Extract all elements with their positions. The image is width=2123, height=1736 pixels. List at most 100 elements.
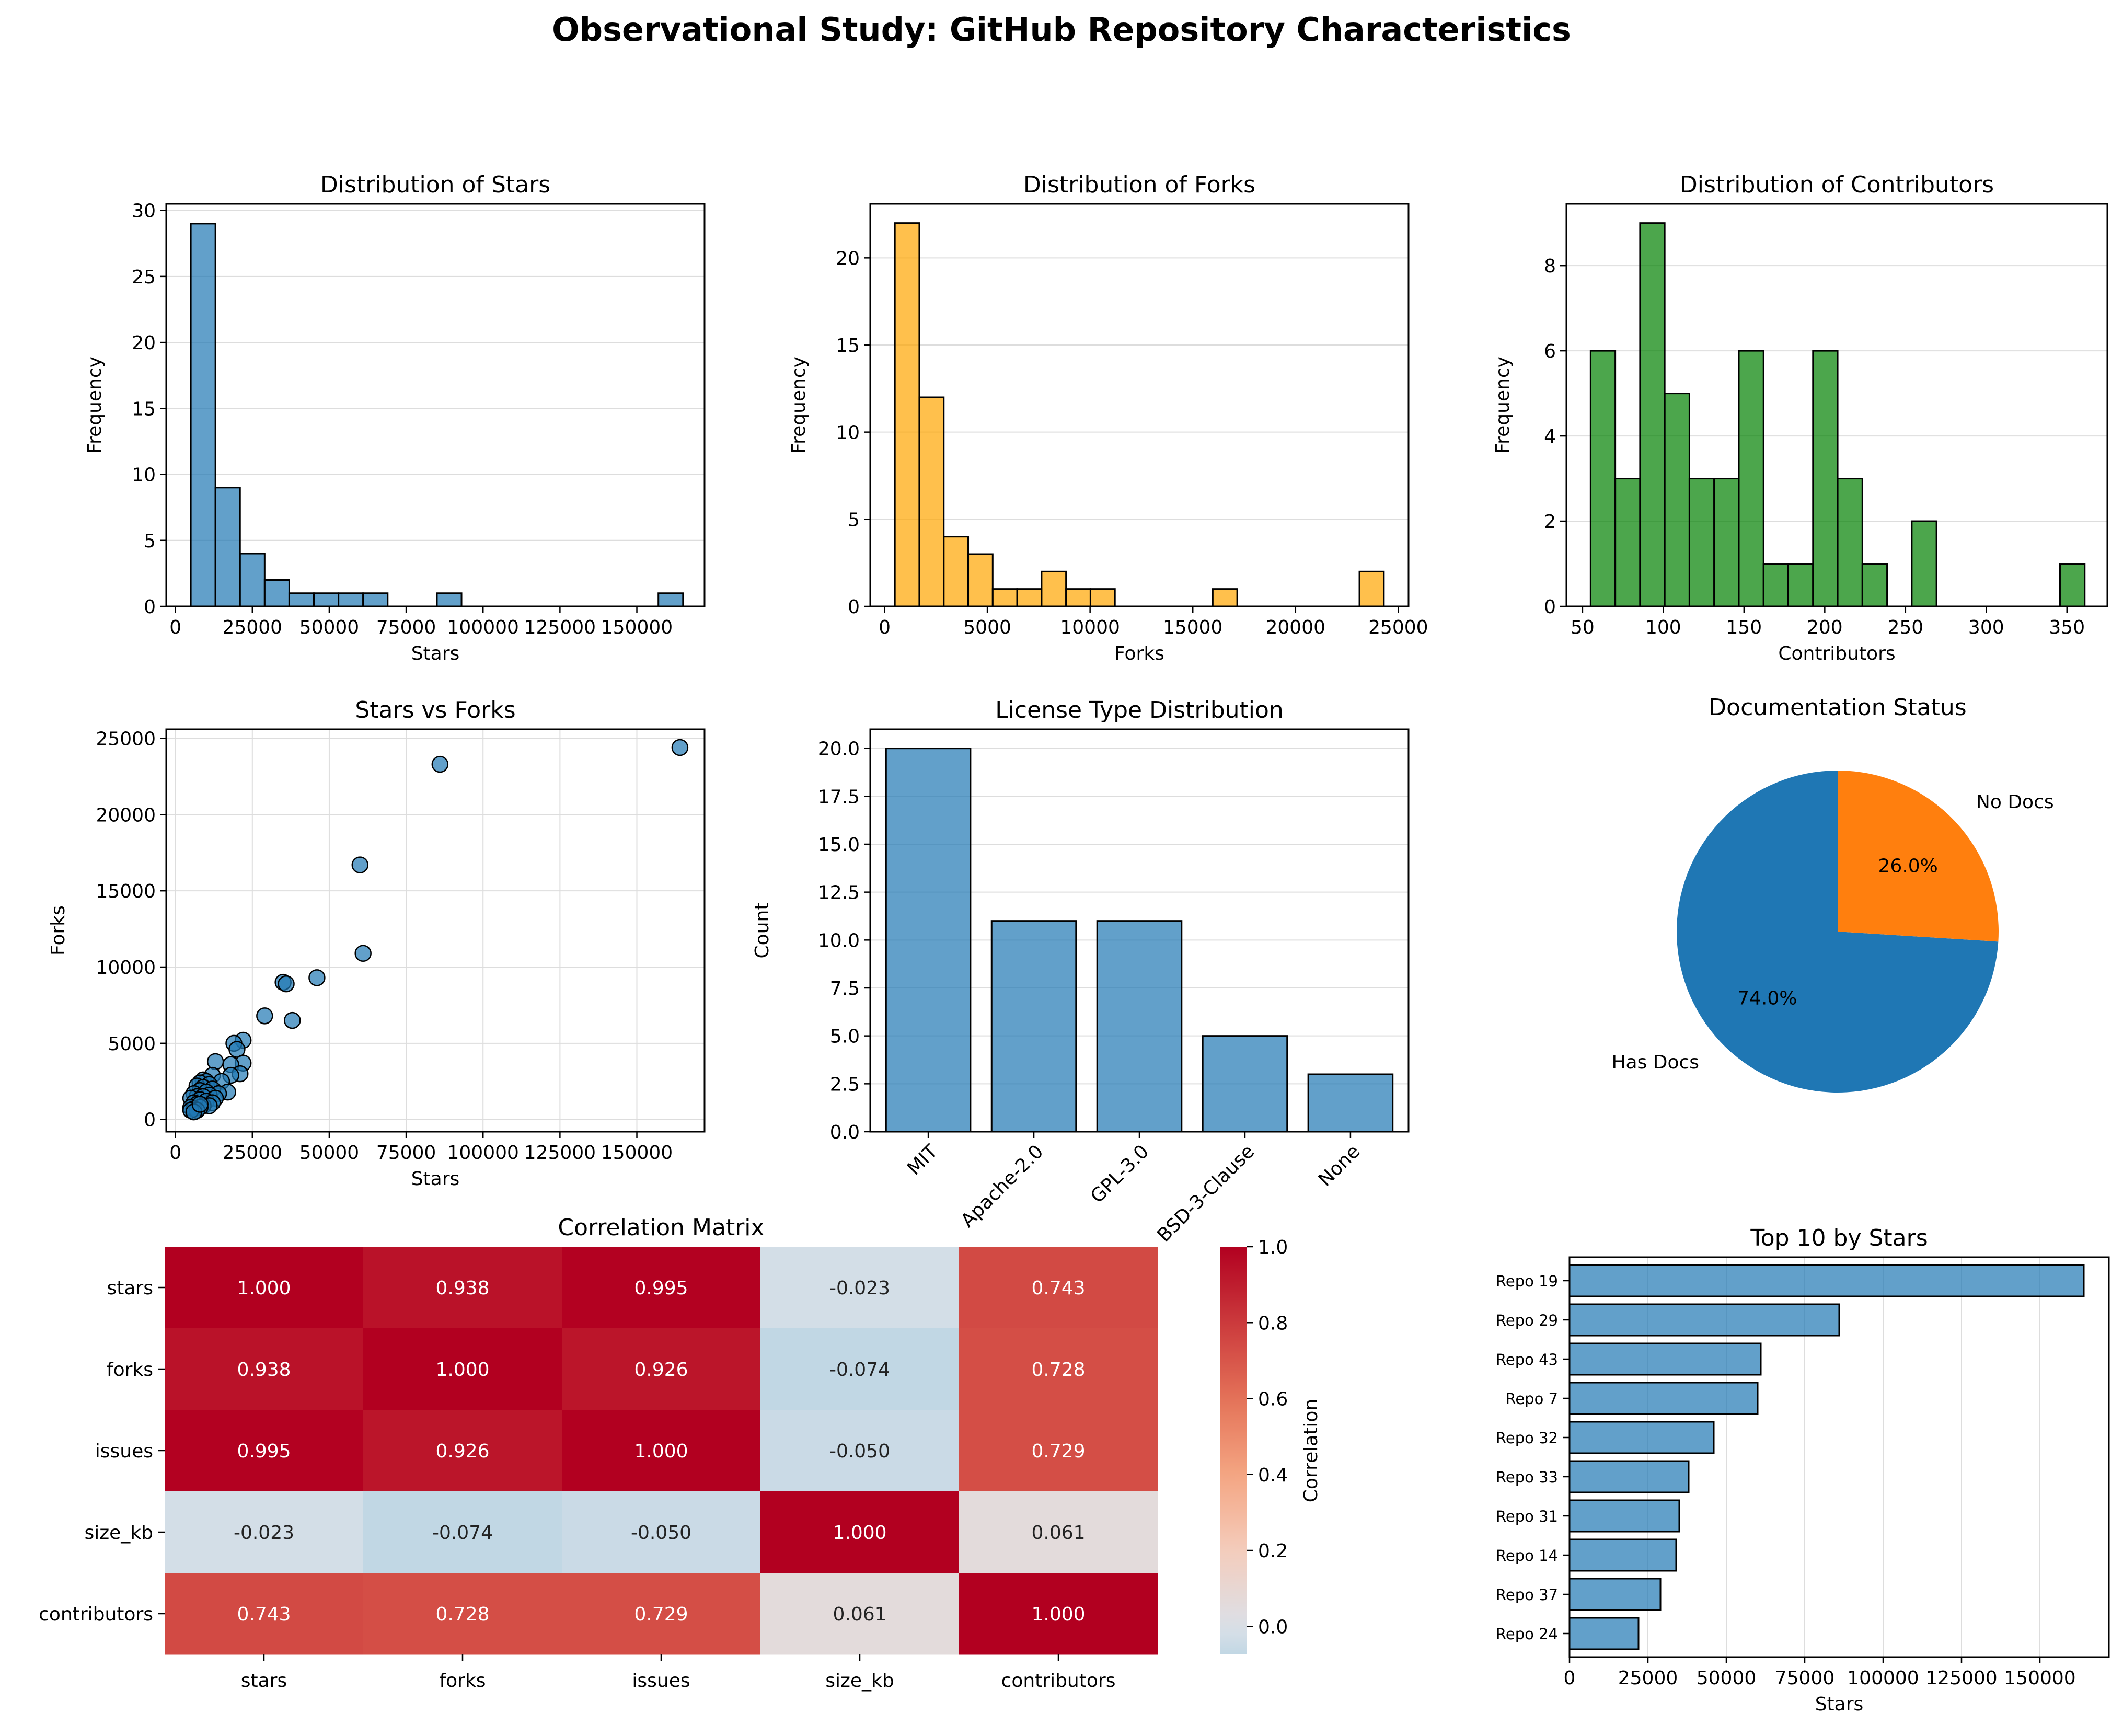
forks_hist-ytick-label: 10 [836, 422, 860, 444]
forks_hist-bar [991, 588, 1018, 607]
stars_vs_forks-ytick-label: 20000 [96, 804, 156, 826]
contributors_hist-ylabel: Frequency [1492, 357, 1514, 454]
stars_hist-bar [436, 592, 463, 607]
top10_barh-category-label: Repo 37 [1496, 1586, 1558, 1604]
stars_hist-bar [338, 592, 364, 607]
contributors_hist-bar [1639, 222, 1666, 607]
corr_heatmap-cell-label: 0.995 [634, 1278, 688, 1299]
corr_heatmap-cell [562, 1491, 761, 1573]
corr_heatmap-row-label: forks [107, 1359, 153, 1381]
top10_barh-category-label: Repo 32 [1496, 1429, 1558, 1447]
stars_vs_forks-point [431, 755, 449, 773]
forks_hist-bar [918, 396, 945, 607]
corr_heatmap-cell-label: 1.000 [833, 1522, 886, 1544]
corr_heatmap-cell-label: -0.074 [432, 1522, 493, 1544]
stars_vs_forks-point [354, 945, 372, 962]
contributors_hist-xtick-label: 300 [1968, 617, 2004, 638]
top10_barh-bar [1568, 1617, 1640, 1650]
top10_barh-xtick-label: 100000 [1847, 1668, 1919, 1689]
corr_heatmap-cell [562, 1247, 761, 1329]
top10_barh-bar [1568, 1421, 1715, 1454]
license_bar-ytick-label: 12.5 [818, 882, 860, 904]
corr_heatmap-cell-label: -0.050 [829, 1441, 890, 1462]
forks_hist-bar [1041, 570, 1067, 607]
corr_heatmap-cell-label: 0.743 [1031, 1278, 1085, 1299]
stars_hist-bar [190, 223, 216, 607]
top10_barh-bar [1568, 1303, 1840, 1337]
corr_heatmap-cell-label: 0.938 [435, 1278, 489, 1299]
forks_hist-bar [1358, 570, 1385, 607]
forks_hist-xtick-label: 0 [879, 617, 891, 638]
corr_heatmap-col-label: forks [439, 1670, 486, 1692]
corr_heatmap-cell-label: 0.743 [237, 1604, 291, 1625]
corr_heatmap-cell [562, 1410, 761, 1492]
stars_hist-xtick-label: 25000 [223, 617, 283, 638]
license_bar-ytick-label: 20.0 [818, 739, 860, 760]
corr_heatmap-cell-label: 0.728 [1031, 1359, 1085, 1381]
corr_heatmap-cell-label: 0.926 [634, 1359, 688, 1381]
top10_barh-frame [1568, 1256, 2110, 1658]
contributors_hist-bar [1589, 350, 1617, 607]
top10_barh-category-label: Repo 7 [1505, 1390, 1558, 1408]
corr_heatmap-cell [165, 1247, 364, 1329]
corr_heatmap-row-label: stars [107, 1278, 154, 1299]
contributors_hist-bar [1837, 478, 1863, 607]
forks_hist-chart: 0 5 10 15 20 0 5000 10000 15000 20000 25000 Distrib… [788, 171, 1428, 664]
top10_barh-category-label: Repo 43 [1496, 1351, 1558, 1369]
stars_hist-ytick-label: 0 [144, 596, 156, 618]
forks_hist-ytick-label: 0 [848, 596, 860, 618]
license_bar-ytick-label: 10.0 [818, 930, 860, 951]
corr_heatmap-row-label: size_kb [84, 1522, 153, 1544]
docs_pie-label: No Docs [1976, 791, 2054, 813]
stars_vs_forks-point [284, 1011, 301, 1029]
stars_hist-bar [657, 592, 684, 607]
license_bar-ytick-label: 15.0 [818, 834, 860, 856]
docs_pie-slice [1677, 771, 1999, 1093]
corr_heatmap-colorbar-tick-label: 0.4 [1258, 1465, 1288, 1486]
corr_heatmap-cell [165, 1491, 364, 1573]
top10_barh-xtick-label: 50000 [1697, 1668, 1757, 1689]
license_bar-frame [869, 728, 1410, 1133]
license_bar-ytick-label: 5.0 [830, 1026, 860, 1048]
contributors_hist-ytick-label: 0 [1544, 596, 1556, 618]
stars_hist-bar [214, 487, 241, 607]
corr_heatmap-colorbar-tick-label: 1.0 [1258, 1237, 1288, 1258]
stars_vs_forks-xtick-label: 125000 [524, 1142, 596, 1164]
corr_heatmap-cell [363, 1247, 562, 1329]
contributors_hist-chart: 0 2 4 6 8 50 100 150 200 250 300 350 Distribution of… [1492, 171, 2108, 664]
license_bar-bar [885, 748, 972, 1133]
stars_vs_forks-point [351, 856, 369, 873]
top10_barh-xtick-label: 0 [1564, 1668, 1576, 1689]
corr_heatmap-col-label: stars [241, 1670, 287, 1692]
stars_hist-bar [239, 553, 266, 607]
forks_hist-bar [943, 536, 970, 607]
top10_barh-bar [1568, 1538, 1677, 1572]
corr_heatmap-cell-label: -0.074 [829, 1359, 890, 1381]
license_bar-ytick-label: 0.0 [830, 1122, 860, 1143]
stars_vs_forks-chart: 0 5000 10000 15000 20000 25000 0 25000 50000 7500… [48, 697, 706, 1190]
contributors_hist-xtick-label: 150 [1726, 617, 1762, 638]
stars_hist-xtick-label: 75000 [376, 617, 436, 638]
top10_barh-category-label: Repo 24 [1496, 1625, 1558, 1643]
corr_heatmap-colorbar-label: Correlation [1300, 1399, 1322, 1503]
forks_hist-frame [869, 203, 1410, 607]
corr_heatmap-cell [959, 1328, 1158, 1410]
contributors_hist-xtick-label: 250 [1887, 617, 1923, 638]
corr_heatmap-cell [760, 1491, 960, 1573]
top10_barh-category-label: Repo 19 [1496, 1272, 1558, 1290]
stars_hist-xtick-label: 50000 [299, 617, 360, 638]
contributors_hist-bar [1738, 350, 1764, 607]
corr_heatmap-cell-label: 1.000 [634, 1441, 688, 1462]
stars_hist-frame [165, 203, 706, 607]
license_bar-title: License Type Distribution [995, 697, 1284, 723]
contributors_hist-bar [1713, 478, 1740, 607]
stars_hist-bar [362, 592, 389, 607]
forks_hist-ytick-label: 5 [848, 509, 860, 531]
contributors_hist-ytick-label: 8 [1544, 256, 1556, 277]
stars_vs_forks-point [278, 975, 295, 993]
stars_vs_forks-xtick-label: 0 [169, 1142, 181, 1164]
top10_barh-category-label: Repo 29 [1496, 1312, 1558, 1329]
stars_hist-ytick-label: 20 [132, 332, 156, 354]
top10_barh-category-label: Repo 33 [1496, 1468, 1558, 1486]
